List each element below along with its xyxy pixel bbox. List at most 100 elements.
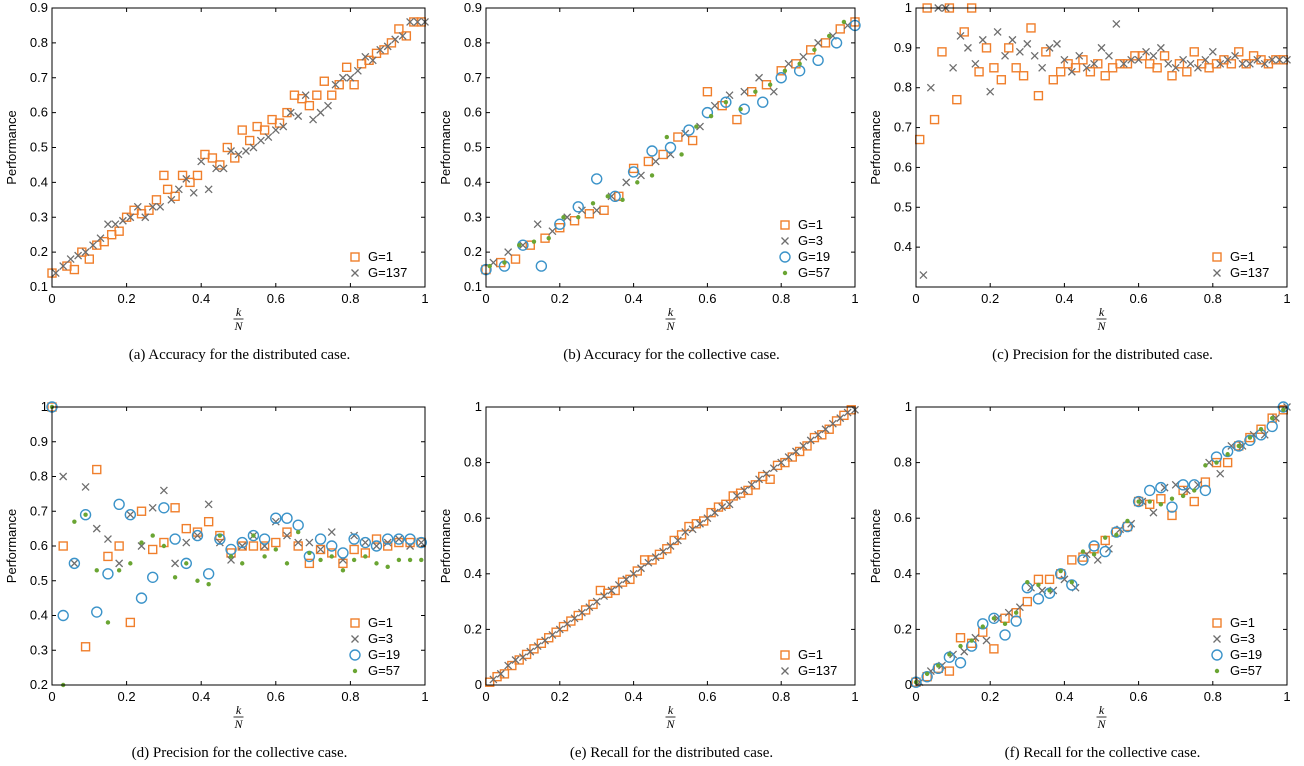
- data-point: [1223, 55, 1232, 64]
- data-point: [548, 227, 557, 236]
- data-point: [1099, 545, 1111, 558]
- data-point: [125, 617, 136, 628]
- legend: G=1G=137: [780, 647, 837, 678]
- data-point: [956, 31, 965, 40]
- x-tick-label: 0.4: [192, 291, 210, 306]
- data-point: [654, 549, 665, 560]
- legend-label: G=137: [798, 663, 837, 678]
- data-point: [1171, 63, 1180, 72]
- series-g137: [489, 405, 859, 684]
- data-point: [949, 63, 958, 72]
- data-point: [407, 557, 413, 563]
- x-tick-label: 0.6: [267, 291, 285, 306]
- data-point: [167, 195, 176, 204]
- data-point: [181, 523, 191, 534]
- data-point: [1004, 43, 1014, 53]
- y-tick-label: 0.6: [894, 159, 912, 174]
- data-point: [959, 27, 969, 37]
- data-point: [162, 184, 173, 195]
- data-point: [1192, 488, 1197, 493]
- legend-label: G=57: [1230, 663, 1262, 678]
- x-tick-label: 0: [48, 291, 55, 306]
- x-tick-label: 0.8: [772, 291, 790, 306]
- data-point: [1032, 593, 1045, 605]
- legend: G=1G=3G=19G=57: [349, 615, 400, 678]
- data-point: [386, 38, 397, 48]
- data-point: [247, 529, 260, 542]
- data-point: [393, 533, 405, 545]
- y-tick-label: 0.5: [464, 140, 482, 155]
- legend-marker: [350, 252, 360, 262]
- data-point: [151, 195, 162, 205]
- data-point: [1244, 434, 1256, 447]
- data-point: [70, 559, 79, 568]
- x-tick-label: 0: [48, 689, 55, 704]
- data-point: [202, 568, 215, 580]
- data-point: [1043, 587, 1056, 599]
- data-point: [1138, 497, 1147, 506]
- legend-marker: [352, 668, 358, 674]
- y-tick-label: 0.4: [464, 566, 482, 581]
- data-point: [124, 509, 137, 521]
- data-point: [1093, 555, 1102, 564]
- data-point: [1156, 43, 1165, 52]
- legend-marker: [1214, 668, 1220, 674]
- data-point: [103, 535, 112, 544]
- data-point: [978, 35, 987, 44]
- data-point: [59, 472, 68, 481]
- data-point: [372, 542, 381, 550]
- data-point: [92, 464, 102, 475]
- data-point: [1055, 67, 1066, 77]
- data-point: [96, 234, 105, 243]
- data-point: [1082, 63, 1091, 72]
- data-point: [135, 592, 148, 604]
- data-point: [1247, 435, 1253, 440]
- data-point: [371, 534, 382, 544]
- x-tick-label: 0.4: [192, 689, 210, 704]
- data-point: [622, 178, 631, 187]
- data-point: [126, 213, 135, 222]
- data-point: [1149, 508, 1158, 517]
- data-point: [710, 101, 719, 110]
- data-point: [775, 72, 787, 84]
- x-tick-label: 0.2: [551, 689, 569, 704]
- y-tick-label: 1: [475, 399, 482, 414]
- data-point: [620, 197, 625, 203]
- data-point: [664, 141, 677, 154]
- data-point: [180, 557, 192, 570]
- data-point: [374, 561, 379, 566]
- data-point: [673, 536, 682, 545]
- data-points: [46, 401, 427, 688]
- data-point: [535, 260, 548, 272]
- data-points: [915, 3, 1291, 280]
- data-point: [1149, 51, 1158, 60]
- data-point: [699, 516, 709, 526]
- data-point: [182, 538, 191, 547]
- data-point: [755, 73, 764, 82]
- data-point: [531, 239, 537, 244]
- y-tick-label: 0.4: [894, 566, 912, 581]
- legend-label: G=1: [1230, 249, 1255, 264]
- data-point: [600, 592, 609, 600]
- legend-marker: [350, 618, 360, 628]
- data-point: [839, 410, 849, 421]
- data-point: [963, 43, 972, 52]
- chart-panel-a: 0 0.2 0.4 0.6 0.8 1 0.1 0.2 0.3 0.4 0.5 0.6 0.7 0.8 0.…: [4, 0, 429, 363]
- data-point: [658, 149, 668, 160]
- data-point: [324, 101, 332, 110]
- data-point: [999, 629, 1011, 641]
- subfigure-caption: (a) Accuracy for the distributed case.: [129, 347, 351, 363]
- data-point: [784, 59, 793, 68]
- data-point: [1238, 59, 1247, 68]
- data-point: [102, 568, 114, 580]
- data-point: [1025, 579, 1030, 585]
- x-tick-label: 0.2: [981, 291, 999, 306]
- data-point: [1208, 47, 1217, 56]
- data-point: [304, 558, 315, 569]
- x-axis-label-denominator: N: [233, 319, 243, 333]
- legend-marker: [1211, 649, 1223, 661]
- data-point: [487, 263, 492, 269]
- data-point: [1048, 75, 1058, 85]
- data-point: [954, 657, 967, 669]
- data-point: [1110, 526, 1123, 538]
